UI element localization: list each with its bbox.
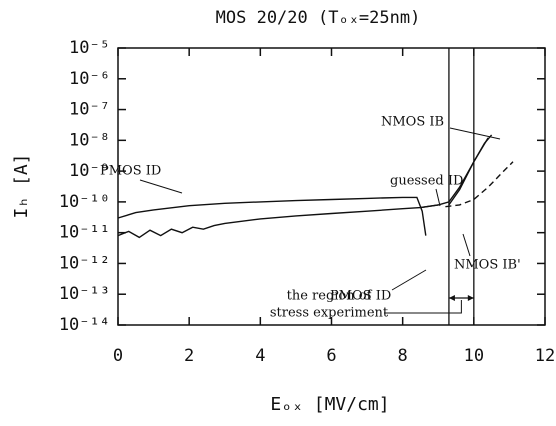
leader-arrow bbox=[462, 233, 471, 257]
leader-arrow bbox=[449, 127, 501, 140]
x-tick-label: 6 bbox=[326, 346, 336, 366]
y-tick-label: 10⁻¹¹ bbox=[59, 223, 110, 243]
x-tick-label: 12 bbox=[535, 346, 555, 366]
series-label: NMOS IB' bbox=[454, 258, 521, 273]
x-tick-label: 10 bbox=[464, 346, 484, 366]
x-tick-label: 8 bbox=[398, 346, 408, 366]
series-label: PMOS ID bbox=[330, 289, 391, 304]
series-label: guessed ID bbox=[390, 174, 463, 189]
y-tick-label: 10⁻¹⁰ bbox=[59, 192, 110, 212]
y-tick-label: 10⁻¹³ bbox=[59, 284, 110, 304]
region-label: stress experiment bbox=[270, 306, 389, 321]
y-tick-label: 10⁻⁵ bbox=[69, 38, 110, 58]
y-axis-label: Iₕ [A] bbox=[11, 153, 32, 218]
chart-title: MOS 20/20 (Tₒₓ=25nm) bbox=[216, 8, 421, 28]
y-tick-label: 10⁻⁷ bbox=[69, 100, 110, 120]
series-label: PMOS ID bbox=[100, 164, 161, 179]
y-tick-label: 10⁻⁶ bbox=[69, 69, 110, 89]
region-leader bbox=[384, 300, 462, 314]
y-tick-label: 10⁻¹² bbox=[59, 253, 110, 273]
series-line bbox=[117, 196, 427, 236]
series-line bbox=[448, 134, 493, 206]
x-axis-label: Eₒₓ [MV/cm] bbox=[270, 394, 389, 415]
y-tick-label: 10⁻⁸ bbox=[69, 130, 110, 150]
series-line bbox=[445, 161, 514, 208]
y-tick-label: 10⁻⁹ bbox=[69, 161, 110, 181]
region-arrowheads bbox=[448, 295, 474, 301]
y-tick-label: 10⁻¹⁴ bbox=[59, 315, 110, 335]
plot-frame bbox=[117, 47, 546, 326]
region-label: the region of bbox=[287, 289, 373, 304]
leader-arrow bbox=[139, 179, 183, 194]
x-tick-label: 2 bbox=[184, 346, 194, 366]
series-label: NMOS IB bbox=[381, 115, 444, 130]
leader-arrow bbox=[391, 269, 427, 291]
leader-arrow bbox=[435, 188, 441, 207]
x-tick-label: 4 bbox=[255, 346, 265, 366]
series-line bbox=[117, 204, 439, 239]
x-tick-label: 0 bbox=[113, 346, 123, 366]
